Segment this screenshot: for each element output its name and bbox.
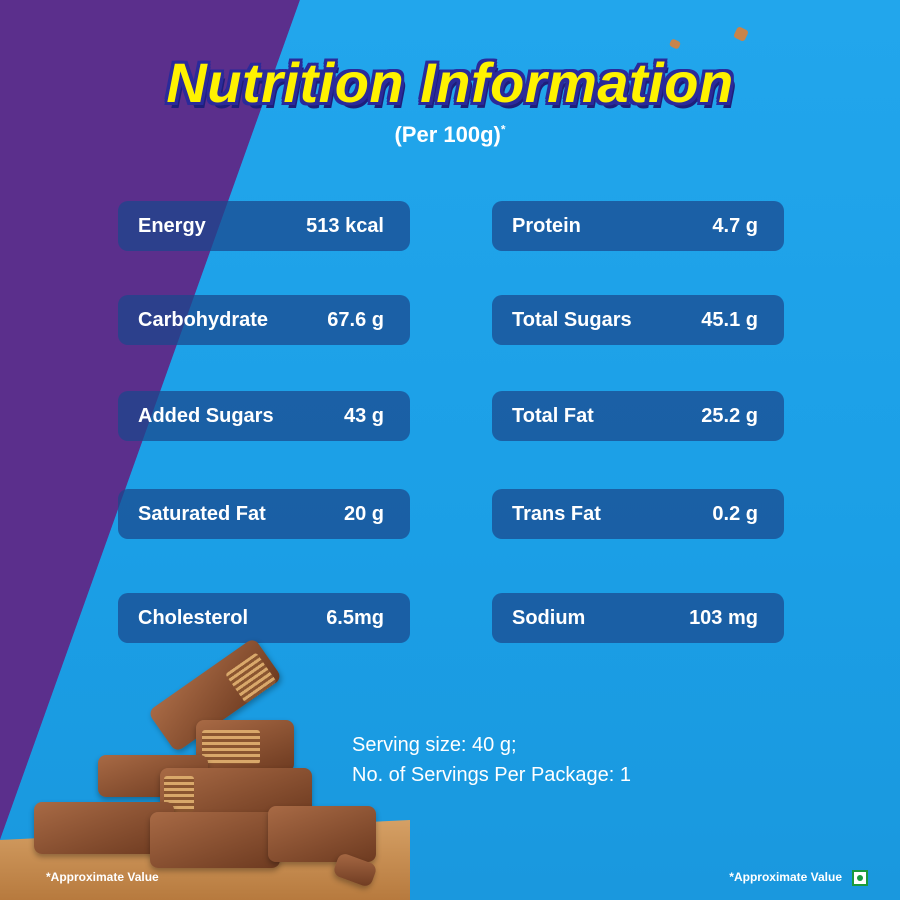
page-title: Nutrition Information — [166, 51, 734, 114]
nutrient-total-sugars: Total Sugars 45.1 g — [492, 295, 784, 345]
serving-info: Serving size: 40 g; No. of Servings Per … — [352, 730, 631, 790]
nutrient-name: Protein — [512, 214, 581, 237]
footnote-approx-left: *Approximate Value — [46, 870, 159, 884]
nutrient-name: Sodium — [512, 606, 586, 629]
nutrient-total-fat: Total Fat 25.2 g — [492, 391, 784, 441]
nutrient-energy: Energy 513 kcal — [118, 201, 410, 251]
nutrient-carbohydrate: Carbohydrate 67.6 g — [118, 295, 410, 345]
nutrient-value: 43 g — [343, 404, 384, 427]
chocolate-bar — [150, 812, 280, 868]
nutrient-value: 6.5mg — [326, 606, 384, 629]
nutrient-name: Carbohydrate — [138, 308, 269, 331]
nutrient-name: Saturated Fat — [138, 502, 266, 525]
nutrient-trans-fat: Trans Fat 0.2 g — [492, 489, 784, 539]
page-subtitle: (Per 100g)* — [0, 122, 900, 148]
veg-mark-icon — [852, 870, 868, 886]
nutrient-value: 0.2 g — [712, 502, 758, 525]
nutrient-value: 67.6 g — [327, 308, 384, 331]
serving-size: Serving size: 40 g; — [352, 734, 517, 756]
nutrient-value: 45.1 g — [701, 308, 758, 331]
nutrient-name: Cholesterol — [138, 606, 249, 629]
chocolate-bar — [268, 806, 376, 862]
nutrient-name: Energy — [138, 214, 206, 237]
nutrient-value: 20 g — [343, 502, 384, 525]
nutrient-cholesterol: Cholesterol 6.5mg — [118, 593, 410, 643]
nutrient-protein: Protein 4.7 g — [492, 201, 784, 251]
nutrient-value: 103 mg — [689, 606, 758, 629]
nutrient-value: 4.7 g — [712, 214, 758, 237]
nutrient-sodium: Sodium 103 mg — [492, 593, 784, 643]
footnote-approx-right: *Approximate Value — [729, 870, 842, 884]
nutrient-name: Added Sugars — [138, 404, 274, 427]
nutrient-name: Trans Fat — [512, 502, 601, 525]
subtitle-mark: * — [500, 122, 506, 137]
nutrient-value: 25.2 g — [701, 404, 758, 427]
nutrient-added-sugars: Added Sugars 43 g — [118, 391, 410, 441]
subtitle-text: (Per 100g) — [394, 122, 501, 147]
nutrient-name: Total Fat — [512, 404, 594, 427]
wafer-layer — [202, 730, 260, 764]
servings-per-package: No. of Servings Per Package: 1 — [352, 764, 632, 786]
nutrient-saturated-fat: Saturated Fat 20 g — [118, 489, 410, 539]
nutrient-name: Total Sugars — [512, 308, 632, 331]
nutrient-value: 513 kcal — [306, 214, 384, 237]
